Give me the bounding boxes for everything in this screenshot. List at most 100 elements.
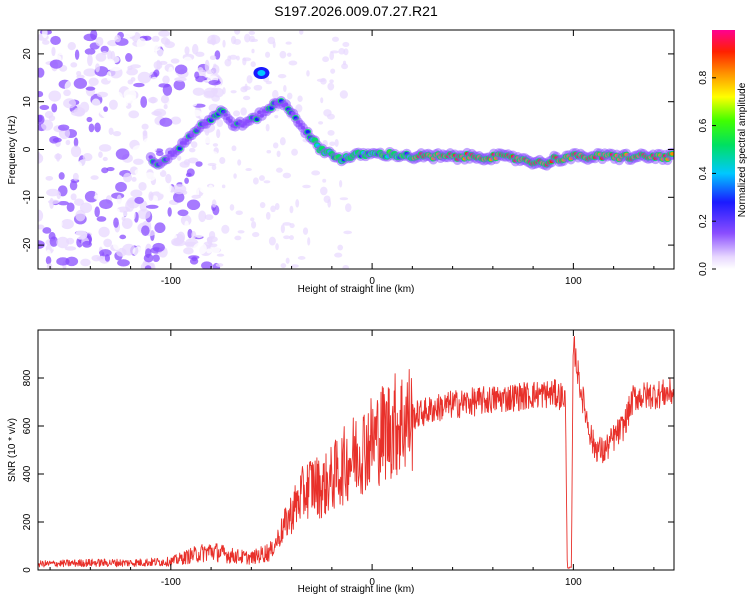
noise-speckle (65, 139, 71, 146)
noise-speckle (89, 221, 99, 228)
noise-speckle (311, 170, 321, 176)
noise-speckle (170, 234, 178, 239)
noise-speckle (82, 165, 95, 174)
noise-speckle (164, 41, 175, 49)
noise-speckle (128, 199, 136, 204)
noise-speckle (168, 249, 179, 259)
noise-speckle (41, 119, 54, 131)
noise-speckle (48, 115, 56, 122)
x-tick-label: 0 (369, 577, 375, 588)
noise-speckle (158, 30, 171, 37)
noise-speckle (234, 30, 241, 35)
noise-speckle (56, 236, 70, 249)
noise-speckle (285, 41, 292, 45)
noise-speckle (73, 198, 84, 206)
figure-title: S197.2026.009.07.27.R21 (274, 3, 438, 19)
x-tick-label: -100 (161, 577, 181, 588)
noise-speckle (192, 87, 205, 96)
noise-speckle (126, 67, 138, 76)
snr-ticks: -100 0 100 0 200 400 600 800 (22, 330, 674, 588)
noise-speckle (112, 208, 120, 214)
noise-speckle (211, 94, 221, 102)
noise-speckle (252, 232, 260, 238)
noise-speckle (222, 87, 226, 95)
noise-speckle (114, 164, 121, 177)
noise-speckle (45, 249, 51, 257)
noise-speckle (99, 199, 113, 210)
noise-speckle (237, 230, 245, 234)
noise-speckle (320, 77, 327, 85)
noise-speckle (198, 184, 208, 193)
noise-speckle (233, 173, 237, 179)
noise-speckle (140, 165, 148, 174)
spectrogram-xlabel: Height of straight line (km) (298, 284, 415, 295)
noise-speckle (289, 235, 294, 241)
y-tick-label: 800 (22, 369, 33, 386)
noise-speckle (244, 33, 251, 43)
noise-speckle (79, 178, 88, 185)
noise-speckle (195, 186, 200, 198)
noise-speckle (195, 161, 203, 167)
noise-speckle (126, 230, 141, 239)
noise-speckle (53, 208, 67, 213)
noise-speckle (162, 259, 172, 266)
noise-speckle (121, 243, 136, 256)
noise-speckle (265, 51, 271, 58)
noise-speckle (283, 235, 291, 240)
noise-speckle (329, 141, 336, 146)
noise-speckle (103, 238, 113, 248)
noise-speckle (113, 217, 119, 228)
noise-speckle (327, 82, 335, 91)
noise-speckle (339, 180, 343, 188)
noise-speckle (242, 57, 252, 62)
noise-speckle (289, 205, 294, 214)
noise-speckle (272, 89, 279, 99)
noise-speckle (88, 123, 95, 133)
noise-speckle (339, 197, 349, 201)
noise-speckle (82, 240, 92, 248)
noise-speckle (70, 62, 78, 68)
noise-speckle (327, 199, 332, 208)
noise-speckle (123, 88, 137, 101)
noise-speckle (82, 153, 93, 162)
noise-speckle (272, 41, 276, 49)
noise-speckle (219, 157, 226, 164)
noise-speckle (38, 261, 43, 269)
noise-speckle (122, 66, 128, 73)
noise-speckle (302, 227, 309, 235)
noise-speckle (65, 256, 79, 267)
noise-speckle (297, 95, 303, 103)
noise-speckle (45, 256, 52, 265)
noise-speckle (343, 230, 353, 235)
noise-speckle (38, 114, 45, 125)
noise-speckle (330, 68, 336, 74)
noise-speckle (231, 145, 237, 152)
colorbar-gradient (712, 30, 735, 269)
noise-speckle (208, 184, 214, 194)
noise-speckle (38, 67, 45, 78)
noise-speckle (94, 206, 100, 218)
noise-speckle (194, 71, 200, 79)
noise-speckle (191, 256, 198, 262)
noise-speckle (121, 216, 126, 221)
noise-speckle (191, 43, 199, 55)
y-tick-label: -10 (22, 190, 33, 205)
noise-speckle (55, 49, 69, 56)
noise-speckle (189, 109, 202, 117)
noise-speckle (342, 264, 349, 269)
noise-speckle (203, 87, 218, 98)
noise-speckle (270, 205, 276, 213)
noise-speckle (285, 257, 290, 264)
noise-speckle (137, 71, 152, 84)
noise-speckle (221, 224, 230, 234)
noise-speckle (291, 264, 299, 268)
noise-speckle (298, 30, 304, 35)
y-tick-label: 20 (22, 48, 33, 60)
noise-speckle (283, 84, 287, 93)
noise-speckle (227, 55, 232, 62)
y-tick-label: 600 (22, 417, 33, 434)
noise-speckle (156, 151, 164, 157)
noise-speckle (208, 79, 221, 86)
noise-speckle (248, 30, 256, 35)
noise-speckle (216, 253, 225, 257)
